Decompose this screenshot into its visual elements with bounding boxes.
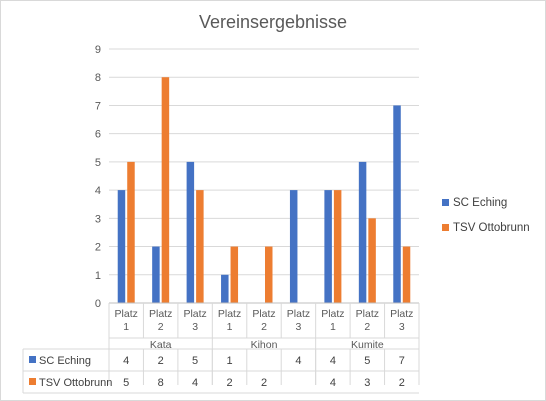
table-cell: 3 bbox=[364, 377, 370, 389]
bar-tsv-ottobrunn bbox=[368, 218, 376, 303]
y-tick-label: 5 bbox=[95, 157, 101, 169]
category-label: Platz 2 bbox=[149, 308, 172, 333]
table-cell: 8 bbox=[158, 377, 164, 389]
bar-tsv-ottobrunn bbox=[230, 246, 239, 303]
bar-tsv-ottobrunn bbox=[161, 77, 170, 303]
table-legend-key bbox=[29, 356, 36, 363]
y-tick-label: 0 bbox=[95, 298, 101, 310]
table-cell: 2 bbox=[158, 355, 164, 367]
table-cell: 5 bbox=[192, 355, 198, 367]
table-cell: 4 bbox=[295, 355, 301, 367]
category-label: Platz 1 bbox=[218, 308, 241, 333]
table-row-label: SC Eching bbox=[39, 355, 91, 367]
y-tick-label: 4 bbox=[95, 185, 101, 197]
table-legend-key bbox=[29, 378, 36, 385]
legend-swatch bbox=[442, 224, 449, 231]
table-cell: 2 bbox=[261, 377, 267, 389]
category-label: Platz 1 bbox=[115, 308, 138, 333]
bar-sc-eching bbox=[152, 246, 160, 303]
category-label: Platz 3 bbox=[287, 308, 310, 333]
y-tick-label: 7 bbox=[95, 100, 101, 112]
bar-sc-eching bbox=[358, 161, 367, 303]
category-label: Platz 3 bbox=[390, 308, 413, 333]
category-label: Platz 2 bbox=[252, 308, 275, 333]
bar-sc-eching bbox=[393, 105, 401, 303]
table-cell: 2 bbox=[226, 377, 232, 389]
bar-sc-eching bbox=[289, 190, 298, 303]
category-label: Platz 2 bbox=[356, 308, 379, 333]
table-cell: 2 bbox=[399, 377, 405, 389]
category-label: Platz 1 bbox=[321, 308, 344, 333]
y-tick-label: 8 bbox=[95, 72, 101, 84]
table-cell: 1 bbox=[226, 355, 232, 367]
bar-sc-eching bbox=[186, 161, 195, 303]
category-label: Platz 3 bbox=[183, 308, 206, 333]
table-row-label: TSV Ottobrunn bbox=[39, 377, 112, 389]
bar-tsv-ottobrunn bbox=[196, 190, 204, 303]
bar-tsv-ottobrunn bbox=[127, 161, 135, 303]
bar-sc-eching bbox=[324, 190, 332, 303]
bar-tsv-ottobrunn bbox=[333, 190, 342, 303]
bar-sc-eching bbox=[221, 274, 229, 303]
table-cell: 5 bbox=[364, 355, 370, 367]
table-cell: 7 bbox=[399, 355, 405, 367]
table-cell: 4 bbox=[192, 377, 198, 389]
bar-tsv-ottobrunn bbox=[265, 246, 273, 303]
legend-label: TSV Ottobrunn bbox=[453, 222, 530, 234]
bar-sc-eching bbox=[117, 190, 126, 303]
group-label: Kihon bbox=[251, 339, 278, 351]
y-tick-label: 3 bbox=[95, 213, 101, 225]
y-tick-label: 6 bbox=[95, 129, 101, 141]
legend-swatch bbox=[442, 199, 449, 206]
table-cell: 4 bbox=[330, 355, 336, 367]
table-cell: 4 bbox=[330, 377, 336, 389]
group-label: Kumite bbox=[351, 339, 384, 351]
table-cell: 5 bbox=[123, 377, 129, 389]
legend-label: SC Eching bbox=[453, 197, 507, 209]
table-cell: 4 bbox=[123, 355, 129, 367]
chart-title: Vereinsergebnisse bbox=[199, 12, 347, 32]
y-tick-label: 1 bbox=[95, 270, 101, 282]
bar-tsv-ottobrunn bbox=[402, 246, 411, 303]
y-tick-label: 2 bbox=[95, 242, 101, 254]
group-label: Kata bbox=[150, 339, 172, 351]
y-tick-label: 9 bbox=[95, 44, 101, 56]
